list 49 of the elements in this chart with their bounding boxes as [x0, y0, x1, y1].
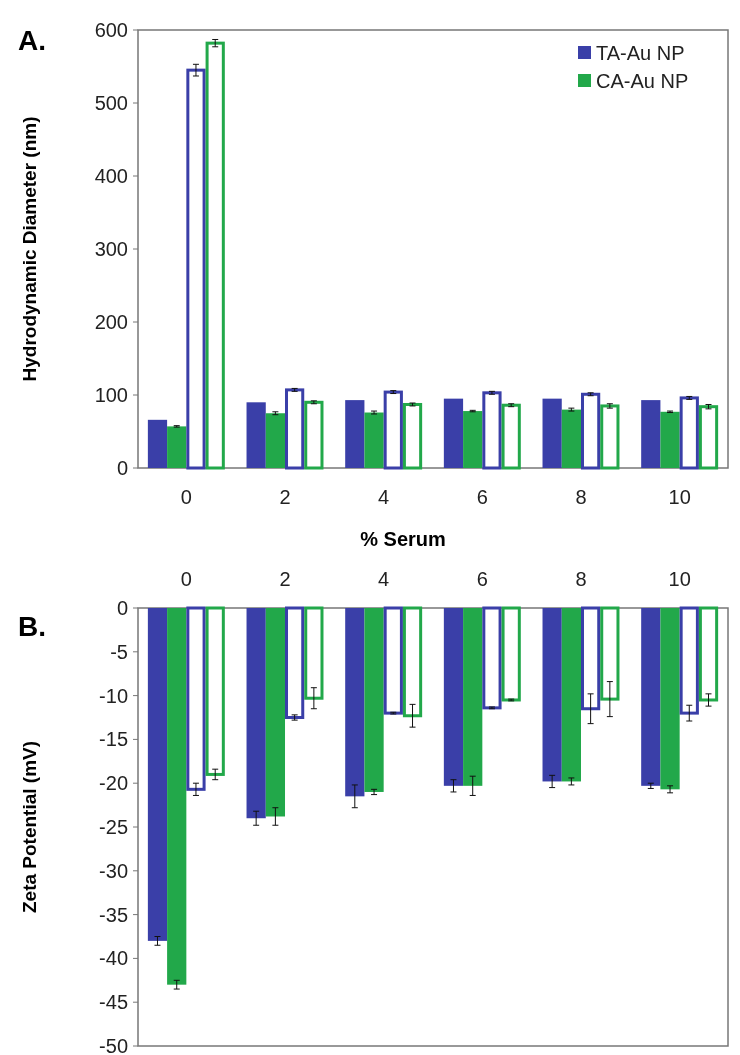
y-tick-label: -40	[99, 947, 128, 970]
y-tick-label: -10	[99, 684, 128, 707]
y-tick-label: 0	[116, 457, 128, 479]
bar	[147, 419, 168, 468]
y-axis-title: Hydrodynamic Diameter (nm)	[19, 116, 40, 382]
y-tick-label: -5	[110, 640, 128, 663]
legend-label: TA-Au NP	[596, 42, 685, 64]
bar	[542, 398, 562, 468]
y-tick-label: 600	[94, 19, 128, 41]
y-tick-label: -15	[99, 728, 128, 751]
bar	[265, 413, 286, 468]
x-tick-label: 4	[378, 486, 390, 508]
y-tick-label: -45	[99, 991, 128, 1014]
x-tick-label: 6	[476, 568, 488, 590]
y-tick-label: 0	[116, 597, 128, 619]
y-tick-label: 500	[94, 92, 128, 114]
x-tick-label: 4	[378, 568, 390, 590]
x-tick-label: 0	[180, 486, 192, 508]
bar	[364, 412, 384, 468]
x-axis-title: % Serum	[360, 528, 446, 550]
y-axis-title: Zeta Potential (mV)	[19, 740, 40, 914]
x-tick-label: 6	[476, 486, 488, 508]
bar	[167, 426, 187, 468]
x-tick-label: 2	[279, 486, 291, 508]
chart-title: A.	[18, 25, 46, 56]
y-tick-label: -20	[99, 772, 128, 795]
bar	[246, 402, 266, 468]
x-tick-label: 10	[668, 486, 691, 508]
y-tick-label: 200	[94, 311, 128, 333]
y-tick-label: -25	[99, 816, 128, 838]
legend-label: CA-Au NP	[596, 70, 689, 92]
y-tick-label: -30	[99, 859, 128, 882]
x-tick-label: 2	[279, 568, 291, 590]
y-tick-label: 100	[94, 384, 128, 406]
y-tick-label: 400	[94, 165, 128, 187]
bar	[443, 398, 464, 468]
bar	[463, 411, 483, 468]
x-tick-label: 10	[668, 568, 691, 590]
x-tick-label: 8	[575, 568, 587, 590]
bar	[660, 411, 680, 468]
y-tick-label: -35	[99, 903, 128, 926]
bar	[561, 409, 581, 468]
y-tick-label: -50	[99, 1035, 128, 1055]
x-tick-label: 8	[575, 486, 587, 508]
chart-title: B.	[18, 611, 46, 642]
bar	[345, 400, 365, 468]
y-tick-label: 300	[94, 238, 128, 260]
x-tick-label: 0	[180, 568, 192, 590]
bar	[641, 400, 661, 468]
